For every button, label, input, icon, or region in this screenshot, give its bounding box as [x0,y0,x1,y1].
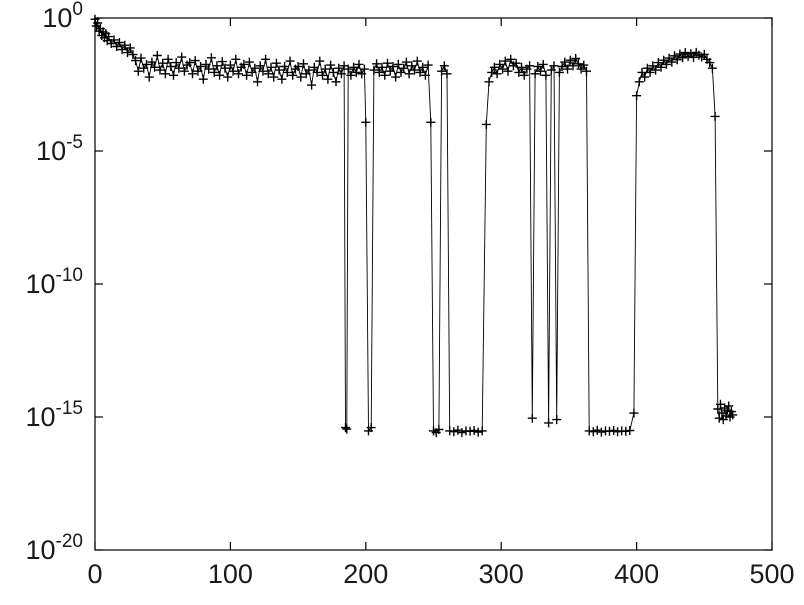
y-axis-tick-label: 10-5 [36,132,83,166]
x-axis-tick-label: 100 [208,559,253,589]
x-axis-tick-label: 400 [614,559,659,589]
y-axis-tick-label: 100 [42,0,83,33]
y-axis-tick-label: 10-15 [25,398,83,432]
plot-box [94,17,773,551]
x-axis-tick-label: 200 [343,559,388,589]
y-axis-tick-label: 10-10 [25,265,83,299]
x-axis-tick-label: 500 [749,559,794,589]
x-axis-tick-labels: 0 100 200 300 400 500 [87,559,794,589]
y-axis-tick-labels: 100 10-5 10-10 10-15 10-20 [25,0,83,565]
x-axis-tick-label: 300 [479,559,524,589]
y-axis-tick-label: 10-20 [25,531,83,565]
x-axis-tick-label: 0 [87,559,102,589]
